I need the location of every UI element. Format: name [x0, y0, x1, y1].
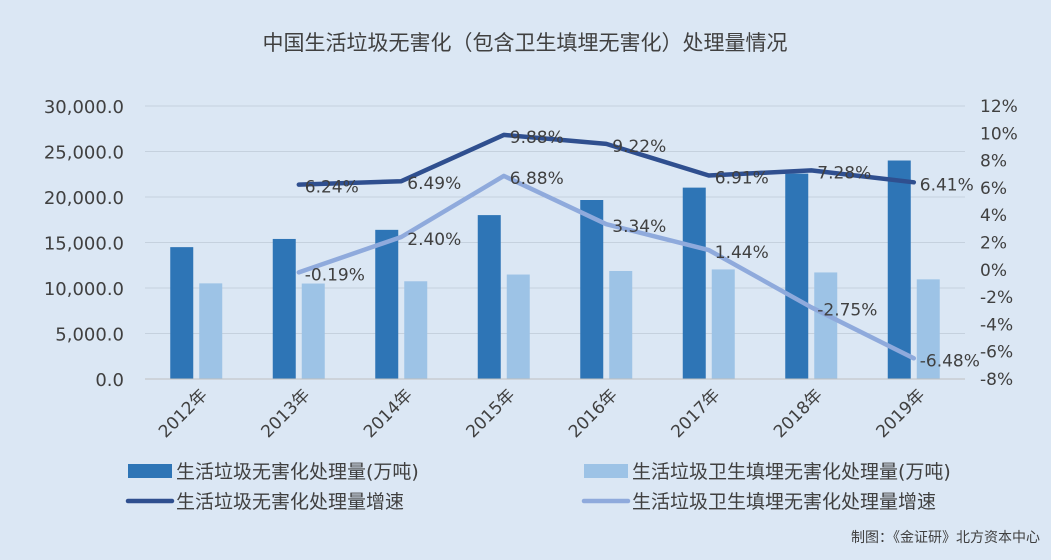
label-total-growth-1: 6.24% — [305, 178, 359, 198]
bar-total-4 — [580, 200, 604, 379]
y-left-tick-label: 10,000.0 — [44, 279, 124, 300]
legend-item-landfill-volume: 生活垃圾卫生填埋无害化处理量(万吨) — [584, 461, 951, 483]
bar-total-6 — [785, 173, 809, 379]
line-total-growth — [296, 132, 917, 187]
label-landfill-growth-2: 2.40% — [407, 230, 461, 250]
y-right-tick-label: 12% — [980, 97, 1018, 117]
legend: 生活垃圾无害化处理量(万吨) 生活垃圾卫生填埋无害化处理量(万吨) 生活垃圾无害化处… — [125, 461, 951, 513]
label-total-growth-7: 6.41% — [920, 175, 974, 195]
x-tick-label: 2012年 — [155, 385, 212, 442]
y-right-tick-label: 4% — [980, 206, 1007, 226]
y-left-tick-label: 20,000.0 — [44, 188, 124, 209]
label-landfill-growth-4: 3.34% — [612, 217, 666, 237]
bar-total-0 — [170, 247, 194, 379]
label-landfill-growth-7: -6.48% — [920, 351, 980, 371]
bar-total-2 — [375, 229, 399, 379]
label-total-growth-3: 9.88% — [510, 128, 564, 148]
y-right-tick-label: 10% — [980, 124, 1018, 144]
label-landfill-growth-5: 1.44% — [715, 243, 769, 263]
bar-landfill-2 — [404, 281, 428, 379]
y-right-tick-label: -8% — [980, 370, 1013, 390]
x-tick-label: 2017年 — [668, 385, 725, 442]
y-right-tick-label: -2% — [980, 288, 1013, 308]
x-tick-label: 2013年 — [258, 385, 315, 442]
label-total-growth-2: 6.49% — [407, 174, 461, 194]
label-landfill-growth-6: -2.75% — [817, 300, 877, 320]
bar-total-5 — [682, 187, 706, 379]
y-right-tick-label: 6% — [980, 179, 1007, 199]
legend-item-total-growth: 生活垃圾无害化处理量增速 — [125, 491, 404, 513]
bar-landfill-5 — [711, 269, 735, 379]
line-landfill-growth — [296, 173, 917, 361]
label-total-growth-4: 9.22% — [612, 137, 666, 157]
label-total-growth-5: 6.91% — [715, 168, 769, 188]
label-landfill-growth-3: 6.88% — [510, 169, 564, 189]
bar-total-7 — [887, 160, 911, 379]
y-left-tick-label: 5,000.0 — [55, 325, 124, 346]
legend-label: 生活垃圾无害化处理量(万吨) — [176, 461, 419, 483]
y-right-tick-label: -6% — [980, 343, 1013, 363]
x-tick-label: 2014年 — [360, 385, 417, 442]
growth-lines — [296, 132, 917, 361]
legend-label: 生活垃圾无害化处理量增速 — [176, 491, 404, 513]
legend-label: 生活垃圾卫生填埋无害化处理量增速 — [632, 491, 936, 513]
x-tick-label: 2015年 — [463, 385, 520, 442]
bar-landfill-4 — [609, 270, 633, 379]
source-note: 制图：《金证研》北方资本中心 — [851, 530, 1040, 546]
y-right-tick-label: 8% — [980, 152, 1007, 172]
label-total-growth-6: 7.28% — [817, 163, 871, 183]
bar-landfill-3 — [506, 274, 530, 379]
bar-total-1 — [272, 238, 296, 379]
label-landfill-growth-1: -0.19% — [305, 265, 365, 285]
legend-item-landfill-growth: 生活垃圾卫生填埋无害化处理量增速 — [581, 491, 936, 513]
legend-swatch — [584, 464, 628, 478]
bar-landfill-7 — [916, 279, 940, 379]
x-tick-label: 2018年 — [770, 385, 827, 442]
bar-landfill-0 — [199, 283, 223, 379]
bar-landfill-1 — [301, 283, 325, 379]
y-left-tick-label: 30,000.0 — [44, 97, 124, 118]
bars — [170, 160, 940, 379]
legend-label: 生活垃圾卫生填埋无害化处理量(万吨) — [632, 461, 951, 483]
x-tick-label: 2019年 — [873, 385, 930, 442]
y-left-tick-label: 0.0 — [95, 370, 124, 391]
x-tick-label: 2016年 — [565, 385, 622, 442]
legend-swatch — [128, 464, 172, 478]
y-left-tick-label: 25,000.0 — [44, 143, 124, 164]
bar-total-3 — [477, 215, 501, 379]
bar-landfill-6 — [814, 272, 838, 379]
y-right-tick-label: -4% — [980, 315, 1013, 335]
y-right-tick-label: 2% — [980, 234, 1007, 254]
chart-title: 中国生活垃圾无害化（包含卫生填埋无害化）处理量情况 — [263, 31, 788, 55]
y-left-tick-label: 15,000.0 — [44, 234, 124, 255]
legend-item-total-volume: 生活垃圾无害化处理量(万吨) — [128, 461, 419, 483]
data-labels: 6.24% 6.49% 9.88% 9.22% 6.91% 7.28% 6.41% -0.19… — [305, 128, 980, 371]
y-right-tick-label: 0% — [980, 261, 1007, 281]
